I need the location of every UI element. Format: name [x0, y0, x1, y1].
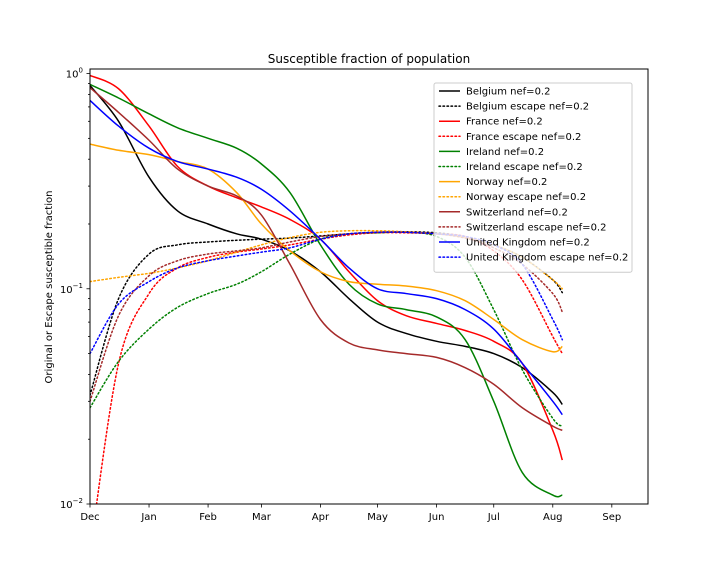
- plot-frame: [89, 68, 649, 505]
- series-line-10: [90, 99, 563, 416]
- y-axis-label: Original or Escape susceptible fraction: [44, 191, 55, 384]
- legend-entry-label: Belgium escape nef=0.2: [466, 102, 589, 113]
- legend-box: [433, 82, 633, 273]
- x-tick-label: Mar: [252, 512, 272, 523]
- series-line-8: [90, 87, 563, 432]
- x-axis: Dec Jan Feb Mar Apr May Jun Jul Aug Sep: [80, 504, 621, 523]
- legend-entry-label: Norway nef=0.2: [466, 177, 547, 188]
- legend-entry-label: United Kingdom escape nef=0.2: [466, 253, 628, 264]
- legend: Belgium nef=0.2 Belgium escape nef=0.2 Fra…: [433, 82, 633, 273]
- x-tick-label: Feb: [199, 512, 217, 523]
- legend-entry-label: France nef=0.2: [466, 117, 543, 128]
- x-tick-label: Jun: [428, 512, 445, 523]
- x-tick-label: Apr: [312, 512, 330, 523]
- x-tick-label: Jan: [140, 512, 156, 523]
- x-tick-label: Sep: [602, 512, 621, 523]
- legend-entry-label: Ireland escape nef=0.2: [466, 162, 583, 173]
- series-line-2: [90, 74, 564, 461]
- legend-entry-label: Switzerland nef=0.2: [466, 207, 568, 218]
- y-tick-label: 10−2: [60, 497, 83, 511]
- legend-entry-label: Ireland nef=0.2: [466, 147, 544, 158]
- y-tick-label: 10−1: [60, 282, 83, 296]
- chart-title: Susceptible fraction of population: [268, 52, 470, 66]
- y-axis: 10−2 10−1 100: [60, 67, 90, 511]
- x-tick-label: May: [367, 512, 388, 523]
- x-tick-label: Aug: [543, 512, 563, 523]
- series-line-4: [90, 83, 563, 498]
- series-line-0: [90, 85, 563, 405]
- y-tick-label: 100: [66, 67, 83, 81]
- legend-entry-label: Belgium nef=0.2: [466, 87, 550, 98]
- legend-entry-label: Norway escape nef=0.2: [466, 192, 586, 203]
- legend-entry-label: France escape nef=0.2: [466, 132, 581, 143]
- legend-entry-label: Switzerland escape nef=0.2: [466, 222, 606, 233]
- series-line-11: [90, 231, 564, 355]
- x-tick-label: Dec: [80, 512, 99, 523]
- x-tick-label: Jul: [487, 512, 500, 523]
- series-line-5: [90, 231, 564, 427]
- legend-entry-label: United Kingdom nef=0.2: [466, 238, 590, 249]
